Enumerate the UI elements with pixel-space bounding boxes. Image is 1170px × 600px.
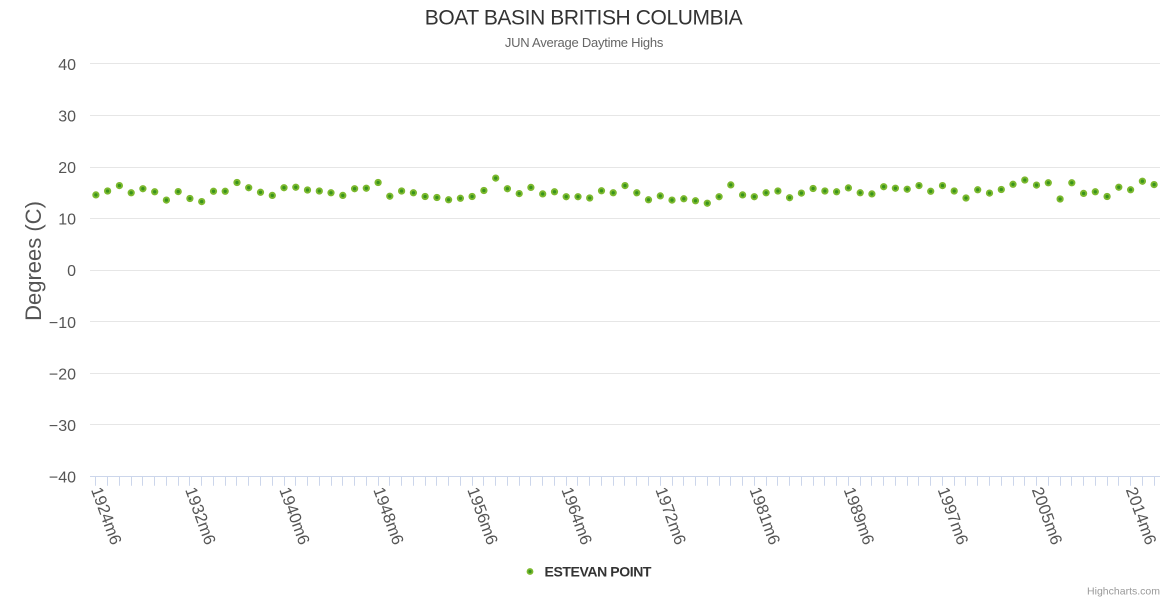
svg-text:40: 40 [58,57,76,74]
svg-text:−30: −30 [49,418,76,435]
svg-text:−40: −40 [49,470,76,487]
svg-text:Highcharts.com: Highcharts.com [1087,585,1160,597]
svg-text:ESTEVAN POINT: ESTEVAN POINT [545,564,652,580]
svg-text:BOAT BASIN BRITISH COLUMBIA: BOAT BASIN BRITISH COLUMBIA [425,7,743,30]
svg-text:−20: −20 [49,366,76,383]
svg-text:JUN Average Daytime Highs: JUN Average Daytime Highs [505,35,664,50]
svg-text:Degrees (C): Degrees (C) [21,201,46,321]
svg-text:0: 0 [67,263,76,280]
svg-text:10: 10 [58,212,76,229]
svg-text:−10: −10 [49,315,76,332]
svg-text:30: 30 [58,109,76,126]
svg-text:20: 20 [58,160,76,177]
